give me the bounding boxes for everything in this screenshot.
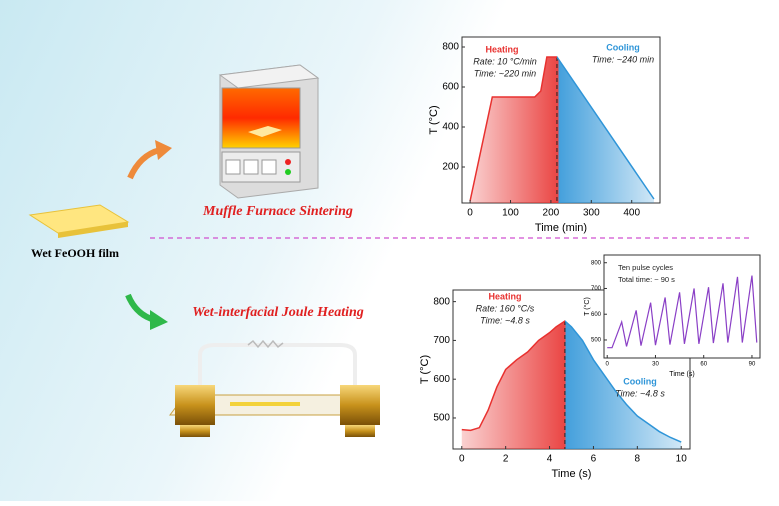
- y-tick-label: 600: [591, 312, 602, 318]
- y-tick-label: 600: [442, 82, 459, 93]
- furnace-panel: [221, 151, 301, 183]
- x-tick-label: 100: [502, 208, 519, 219]
- y-axis-label: T (°C): [583, 297, 591, 316]
- x-tick-label: 30: [652, 362, 659, 368]
- x-tick-label: 60: [700, 362, 707, 368]
- y-tick-label: 400: [442, 122, 459, 133]
- line: [461, 320, 682, 443]
- y-tick-label: 200: [442, 162, 459, 173]
- joule-label: Wet-interfacial Joule Heating: [192, 305, 364, 320]
- button: [261, 159, 277, 175]
- y-axis-label: T (°C): [428, 105, 440, 134]
- button: [243, 159, 259, 175]
- plot-area: [603, 254, 761, 359]
- x-tick-label: 0: [606, 362, 610, 368]
- annotation: Heating: [485, 44, 518, 54]
- x-tick-label: 6: [591, 454, 597, 465]
- y-tick-label: 500: [433, 413, 450, 424]
- annotation: Rate: 160 °C/s: [476, 303, 535, 313]
- furnace-label: Muffle Furnace Sintering: [202, 204, 353, 219]
- annotation: Time: ~220 min: [474, 68, 536, 78]
- annotation: Time: ~240 min: [592, 54, 654, 64]
- annotation: Time: ~4.8 s: [615, 388, 665, 398]
- led: [285, 169, 291, 175]
- annotation: Cooling: [606, 42, 640, 52]
- electrode: [340, 385, 380, 425]
- annotation: Ten pulse cycles: [618, 263, 673, 272]
- x-tick-label: 400: [623, 208, 640, 219]
- electrode-base: [180, 425, 210, 437]
- x-tick-label: 8: [635, 454, 641, 465]
- button: [225, 159, 241, 175]
- line: [607, 275, 758, 349]
- film-sample: [230, 402, 300, 406]
- y-tick-label: 800: [442, 42, 459, 53]
- y-tick-label: 700: [433, 335, 450, 346]
- annotation: Cooling: [623, 376, 657, 386]
- line: [469, 56, 655, 202]
- film-edge: [58, 222, 128, 238]
- x-tick-label: 4: [547, 454, 553, 465]
- y-tick-label: 800: [591, 260, 602, 266]
- x-tick-label: 2: [503, 454, 509, 465]
- annotation: Heating: [488, 291, 521, 301]
- x-tick-label: 300: [583, 208, 600, 219]
- x-tick-label: 0: [459, 454, 465, 465]
- y-tick-label: 700: [591, 286, 602, 292]
- x-tick-label: 200: [543, 208, 560, 219]
- area: [461, 321, 682, 449]
- resistor: [247, 339, 284, 349]
- area: [470, 57, 654, 203]
- electrode: [175, 385, 215, 425]
- x-axis-label: Time (min): [535, 222, 587, 234]
- sample: [248, 126, 282, 137]
- annotation: Rate: 10 °C/min: [473, 56, 537, 66]
- y-tick-label: 800: [433, 296, 450, 307]
- led: [285, 159, 291, 165]
- arrow-head: [155, 140, 172, 160]
- x-tick-label: 0: [467, 208, 473, 219]
- film-label: Wet FeOOH film: [31, 246, 119, 260]
- y-tick-label: 500: [591, 338, 602, 344]
- electrode-base: [345, 425, 375, 437]
- furnace-top: [218, 64, 320, 89]
- x-axis-label: Time (s): [552, 468, 592, 480]
- y-axis-label: T (°C): [419, 355, 431, 384]
- x-tick-label: 90: [749, 362, 756, 368]
- wire: [198, 343, 357, 385]
- x-tick-label: 10: [676, 454, 688, 465]
- annotation: Time: ~4.8 s: [480, 315, 530, 325]
- annotation: Total time: ~ 90 s: [618, 275, 675, 284]
- furnace-chamber: [221, 87, 301, 149]
- x-axis-label: Time (s): [669, 371, 694, 378]
- y-tick-label: 600: [433, 374, 450, 385]
- arrow-head: [150, 310, 168, 330]
